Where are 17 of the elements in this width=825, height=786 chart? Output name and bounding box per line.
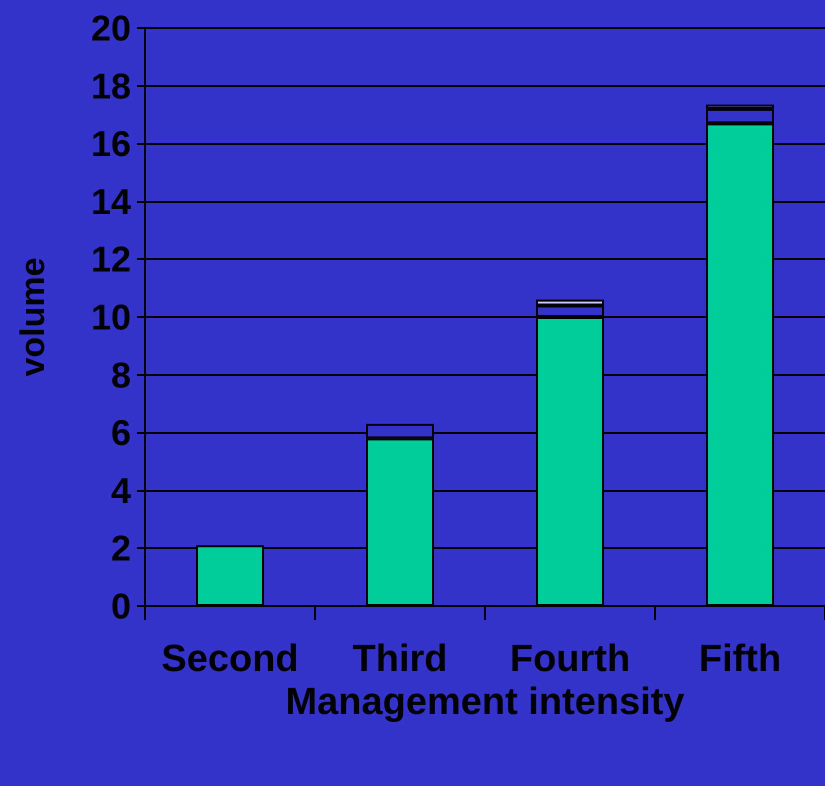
- y-tick-label: 0: [110, 586, 131, 626]
- y-tick-label: 10: [90, 296, 131, 338]
- y-tick-label: 8: [110, 354, 131, 396]
- y-tick-label: 12: [90, 238, 131, 280]
- y-tick-label: 16: [90, 123, 131, 164]
- x-tick-label: Second: [161, 638, 299, 680]
- y-tick-label: 14: [90, 180, 131, 222]
- x-tick-label: Fifth: [698, 638, 782, 680]
- y-tick-label: 20: [90, 8, 131, 48]
- x-tick-label: Fourth: [510, 638, 630, 680]
- y-tick-label: 4: [110, 470, 131, 511]
- x-axis-title: Management intensity: [285, 680, 685, 723]
- x-tick-label: Third: [352, 638, 448, 680]
- y-tick-label: 18: [90, 65, 131, 106]
- y-tick-label: 6: [110, 412, 131, 454]
- y-axis-title: volume: [14, 257, 52, 377]
- y-tick-label: 2: [110, 528, 131, 569]
